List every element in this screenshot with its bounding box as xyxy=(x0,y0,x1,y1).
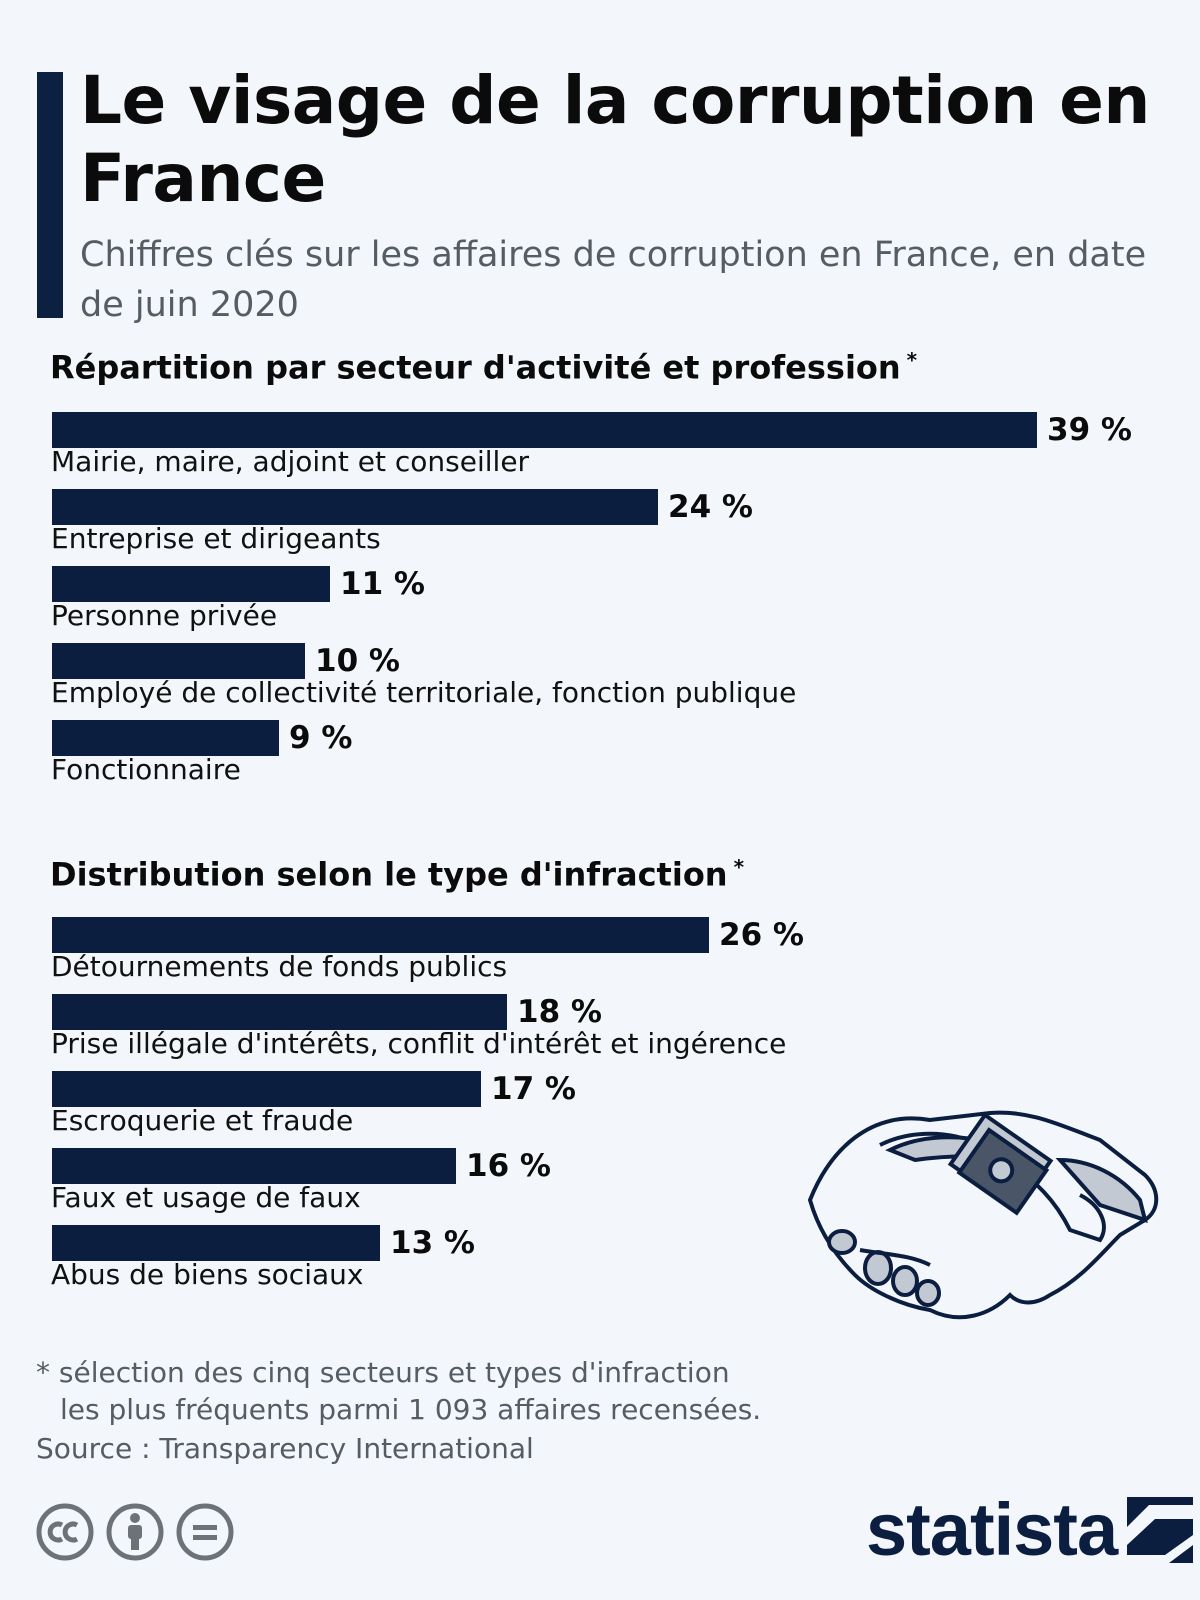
bar-4 xyxy=(52,643,305,679)
footnote-line-2: les plus fréquents parmi 1 093 affaires … xyxy=(60,1393,762,1426)
bar-value-label-2: 18 % xyxy=(517,994,602,1030)
bar-value-label-3: 11 % xyxy=(340,566,425,602)
no-derivatives-icon[interactable] xyxy=(176,1503,234,1561)
source-text: Source : Transparency International xyxy=(36,1432,534,1465)
creative-commons-icon[interactable] xyxy=(36,1503,94,1561)
chart-1-title-marker: * xyxy=(906,348,918,372)
category-label-1: Mairie, maire, adjoint et conseiller xyxy=(51,445,530,478)
title-accent-bar xyxy=(37,72,63,318)
statista-logo[interactable]: statista xyxy=(866,1488,1194,1571)
bar-5 xyxy=(52,1225,380,1261)
footnote-line-1: * sélection des cinq secteurs et types d… xyxy=(36,1356,730,1389)
handshake-illustration xyxy=(807,1110,1159,1320)
category-label-5: Abus de biens sociaux xyxy=(51,1258,364,1291)
bar-value-label-5: 13 % xyxy=(390,1225,475,1261)
bar-2 xyxy=(52,994,507,1030)
bar-4 xyxy=(52,1148,456,1184)
category-label-2: Prise illégale d'intérêts, conflit d'int… xyxy=(51,1027,787,1060)
bar-1 xyxy=(52,412,1037,448)
attribution-icon[interactable] xyxy=(106,1503,164,1561)
chart-1-title: Répartition par secteur d'activité et pr… xyxy=(50,348,918,387)
category-label-1: Détournements de fonds publics xyxy=(51,950,508,983)
bar-1 xyxy=(52,917,709,953)
bar-3 xyxy=(52,1071,481,1107)
bar-value-label-4: 16 % xyxy=(466,1148,551,1184)
category-label-4: Employé de collectivité territoriale, fo… xyxy=(51,676,797,709)
category-label-5: Fonctionnaire xyxy=(51,753,241,786)
bar-value-label-4: 10 % xyxy=(315,643,400,679)
footnote: * sélection des cinq secteurs et types d… xyxy=(36,1354,761,1428)
chart-2-title: Distribution selon le type d'infraction * xyxy=(50,855,745,894)
category-label-4: Faux et usage de faux xyxy=(51,1181,361,1214)
bar-value-label-1: 39 % xyxy=(1047,412,1132,448)
bar-5 xyxy=(52,720,279,756)
page-subtitle: Chiffres clés sur les affaires de corrup… xyxy=(80,235,1147,325)
bar-3 xyxy=(52,566,330,602)
category-label-3: Personne privée xyxy=(51,599,278,632)
bar-value-label-3: 17 % xyxy=(491,1071,576,1107)
category-label-2: Entreprise et dirigeants xyxy=(51,522,381,555)
statista-mark-icon xyxy=(1127,1497,1194,1563)
bar-2 xyxy=(52,489,658,525)
bar-value-label-2: 24 % xyxy=(668,489,753,525)
brand-name: statista xyxy=(866,1488,1118,1571)
bar-value-label-5: 9 % xyxy=(289,720,353,756)
page-title: Le visage de la corruption en France xyxy=(80,62,1150,217)
category-label-3: Escroquerie et fraude xyxy=(51,1104,354,1137)
bar-value-label-1: 26 % xyxy=(719,917,804,953)
chart-2-title-marker: * xyxy=(733,855,745,879)
